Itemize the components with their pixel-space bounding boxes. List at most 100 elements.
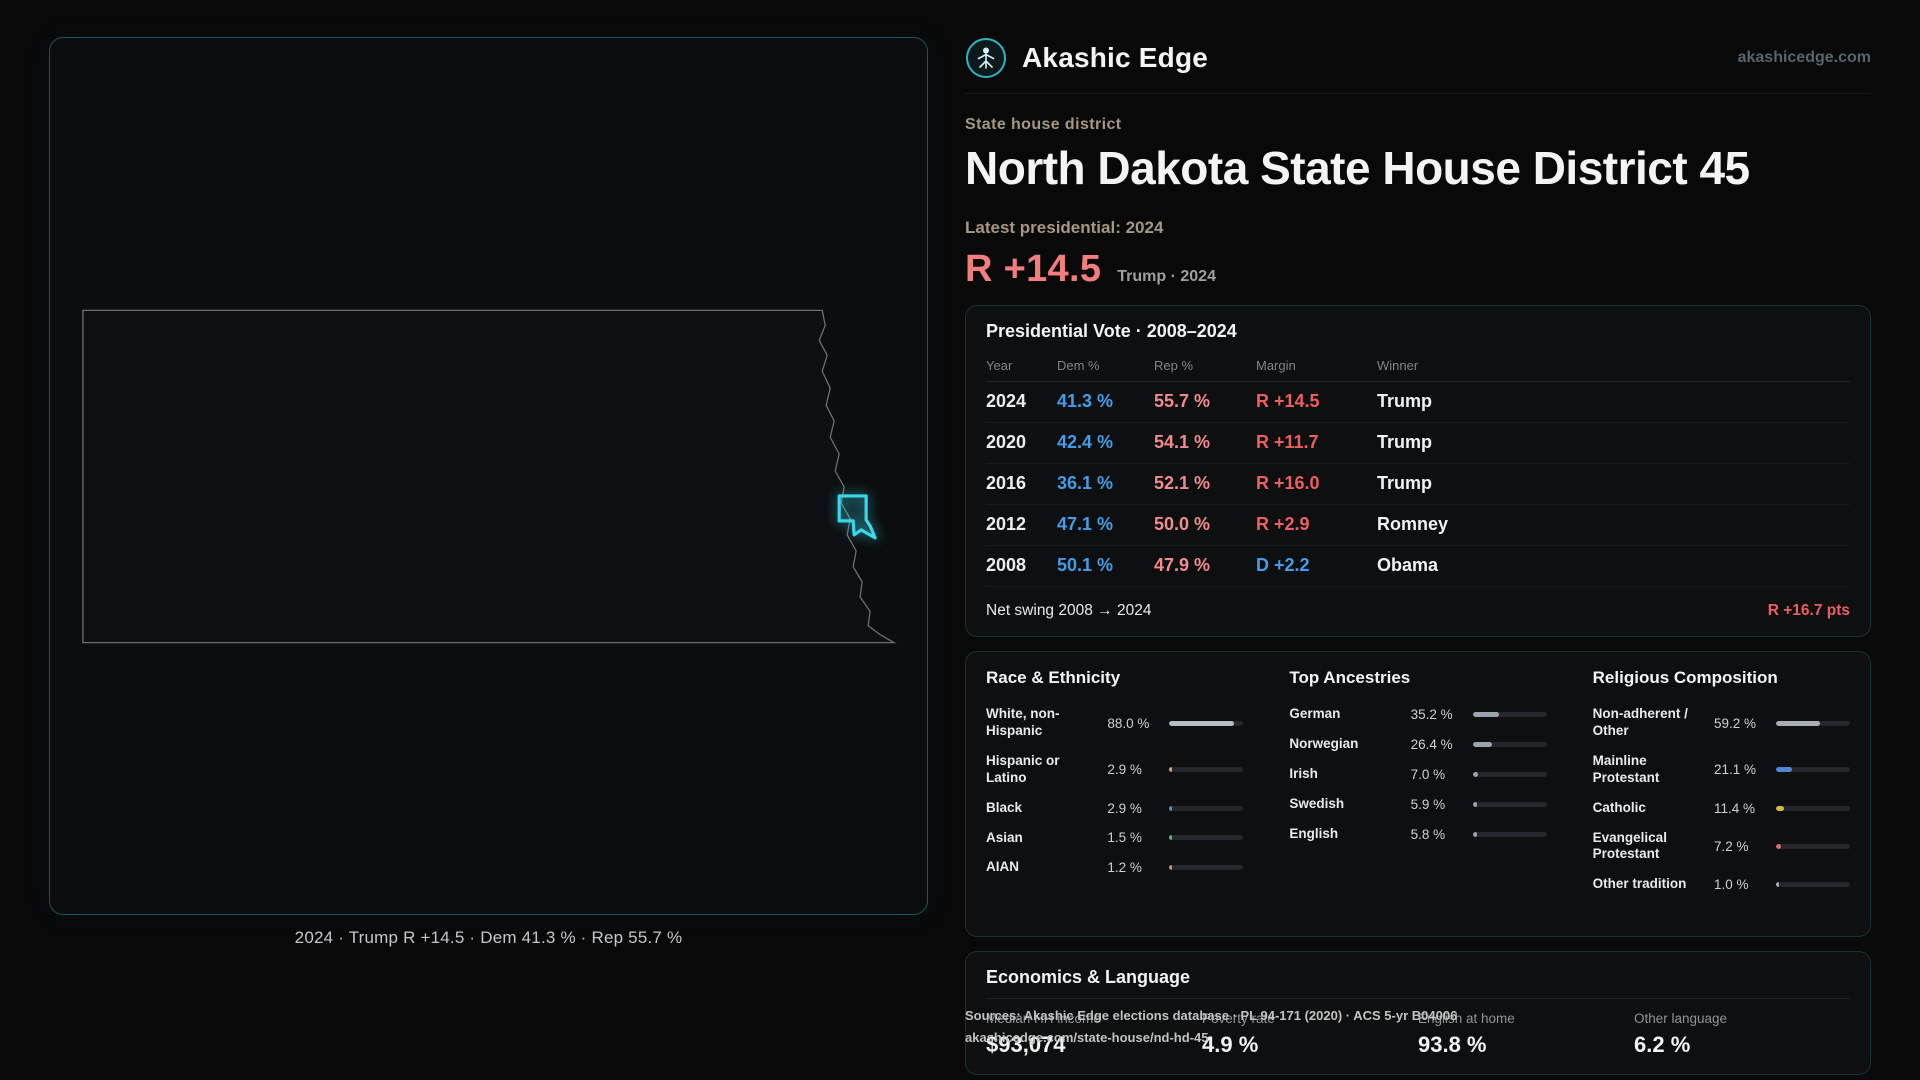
item-bar: [1472, 741, 1547, 747]
item-label: Swedish: [1289, 795, 1345, 811]
economics-title-row: Economics & Language: [986, 966, 1850, 999]
item-value: 1.0 %: [1714, 877, 1749, 893]
margin-cell: R +14.5: [1256, 391, 1320, 412]
list-item: German 35.2 %: [1289, 700, 1547, 730]
item-bar: [1169, 767, 1244, 773]
dem-cell: 36.1 %: [1057, 473, 1114, 494]
stat-label: Poverty rate: [1202, 1010, 1275, 1026]
item-bar: [1472, 801, 1547, 807]
stat-value: 93.8 %: [1418, 1031, 1487, 1057]
margin-cell: R +2.9: [1256, 514, 1310, 535]
rep-cell: 55.7 %: [1154, 391, 1211, 412]
item-label: White, non-Hispanic: [986, 706, 1060, 739]
margin-cell: D +2.2: [1256, 555, 1310, 576]
brand-home-link[interactable]: Akashic Edge: [965, 37, 1208, 79]
religious-composition-section: Religious Composition Non-adherent / Oth…: [1593, 668, 1850, 900]
item-value: 5.8 %: [1410, 826, 1446, 842]
list-item: English 5.8 %: [1289, 819, 1547, 849]
demographics-card: Race & Ethnicity White, non-Hispanic 88.…: [965, 650, 1871, 937]
rep-cell: 47.9 %: [1154, 555, 1211, 576]
item-bar: [1169, 835, 1244, 841]
table-row: 2024 41.3 % 55.7 % R +14.5 Trump: [986, 382, 1850, 423]
item-label: German: [1289, 706, 1341, 722]
hero-margin-context: Trump · 2024: [1117, 267, 1216, 285]
list-item: Mainline Protestant 21.1 %: [1593, 746, 1850, 793]
rep-cell: 50.0 %: [1154, 514, 1211, 535]
dem-cell: 47.1 %: [1057, 514, 1114, 535]
stat-label: English at home: [1418, 1010, 1515, 1026]
table-row: 2016 36.1 % 52.1 % R +16.0 Trump: [986, 464, 1850, 505]
item-value: 21.1 %: [1714, 762, 1757, 778]
item-value: 1.2 %: [1107, 860, 1142, 876]
item-bar: [1776, 767, 1850, 773]
item-bar: [1776, 843, 1850, 849]
year-cell: 2016: [986, 473, 1027, 494]
item-bar: [1169, 865, 1244, 871]
page-title: North Dakota State House District 45: [965, 142, 1750, 194]
economics-card-title: Economics & Language: [986, 966, 1191, 987]
item-label: Hispanic or Latino: [986, 752, 1060, 785]
stat-value: 6.2 %: [1634, 1031, 1691, 1057]
hero-margin-value: R +14.5: [965, 247, 1102, 290]
item-value: 2.9 %: [1107, 800, 1142, 816]
list-item: Swedish 5.9 %: [1289, 789, 1547, 819]
list-item: Non-adherent / Other 59.2 %: [1593, 700, 1850, 747]
list-item: Hispanic or Latino 2.9 %: [986, 746, 1244, 793]
col-dem: Dem %: [1057, 357, 1100, 373]
stat: Other language 6.2 %: [1634, 1011, 1850, 1058]
section-title: Top Ancestries: [1289, 667, 1411, 687]
item-value: 7.0 %: [1410, 766, 1446, 782]
presidential-card-title: Presidential Vote · 2008–2024: [986, 320, 1237, 341]
presidential-vote-card: Presidential Vote · 2008–2024 Year Dem %…: [965, 304, 1871, 637]
site-url-link[interactable]: akashicedge.com: [1737, 49, 1871, 66]
year-cell: 2020: [986, 432, 1027, 453]
economics-language-card: Economics & Language Median HH income $9…: [965, 950, 1871, 1075]
map-svg: [82, 309, 897, 644]
net-swing-value: R +16.7 pts: [1767, 601, 1850, 619]
col-winner: Winner: [1377, 357, 1419, 373]
item-label: Asian: [986, 829, 1023, 845]
list-item: Norwegian 26.4 %: [1289, 730, 1547, 760]
list-item: Asian 1.5 %: [986, 823, 1244, 853]
net-swing-row: Net swing 2008 → 2024 R +16.7 pts: [986, 589, 1850, 620]
margin-cell: R +16.0: [1256, 473, 1320, 494]
year-cell: 2024: [986, 391, 1027, 412]
race-ethnicity-section: Race & Ethnicity White, non-Hispanic 88.…: [986, 668, 1244, 900]
item-value: 2.9 %: [1107, 762, 1142, 778]
sources-footer: Sources: Akashic Edge elections database…: [965, 1005, 1457, 1049]
item-label: Catholic: [1592, 799, 1646, 815]
akashic-edge-logo-icon: [966, 38, 1006, 78]
winner-cell: Trump: [1377, 391, 1433, 412]
list-item: White, non-Hispanic 88.0 %: [986, 700, 1244, 747]
col-rep: Rep %: [1154, 357, 1194, 373]
stat-value: $93,074: [986, 1031, 1066, 1057]
item-value: 35.2 %: [1410, 707, 1453, 723]
permalink[interactable]: akashicedge.com/state-house/nd-hd-45: [965, 1030, 1209, 1046]
table-header-row: Year Dem % Rep % Margin Winner: [986, 350, 1850, 382]
content-column: Akashic Edge akashicedge.com State house…: [965, 30, 1871, 1075]
hero-margin-row: R +14.5 Trump · 2024: [965, 248, 1871, 291]
item-label: Other tradition: [1592, 876, 1687, 892]
col-margin: Margin: [1256, 357, 1296, 373]
margin-cell: R +11.7: [1256, 432, 1319, 453]
item-label: AIAN: [986, 859, 1019, 875]
top-ancestries-section: Top Ancestries German 35.2 % Norwegian 2…: [1289, 667, 1547, 900]
item-label: Mainline Protestant: [1592, 752, 1660, 785]
district-45-shape[interactable]: [837, 494, 877, 540]
item-label: Evangelical Protestant: [1592, 829, 1667, 862]
item-label: English: [1289, 825, 1339, 841]
table-row: 2008 50.1 % 47.9 % D +2.2 Obama: [986, 546, 1850, 587]
item-bar: [1776, 882, 1850, 888]
map-caption: 2024 · Trump R +14.5 · Dem 41.3 % · Rep …: [294, 928, 683, 947]
latest-presidential-label: Latest presidential: 2024: [965, 217, 1164, 237]
item-label: Irish: [1289, 765, 1318, 781]
item-bar: [1472, 712, 1547, 718]
winner-cell: Obama: [1377, 555, 1439, 576]
economics-stats: Median HH income $93,074 Poverty rate 4.…: [986, 1011, 1850, 1058]
item-value: 5.9 %: [1410, 796, 1446, 812]
section-title: Religious Composition: [1592, 667, 1778, 687]
item-value: 11.4 %: [1714, 800, 1756, 816]
winner-cell: Trump: [1377, 473, 1433, 494]
item-value: 59.2 %: [1714, 715, 1757, 731]
